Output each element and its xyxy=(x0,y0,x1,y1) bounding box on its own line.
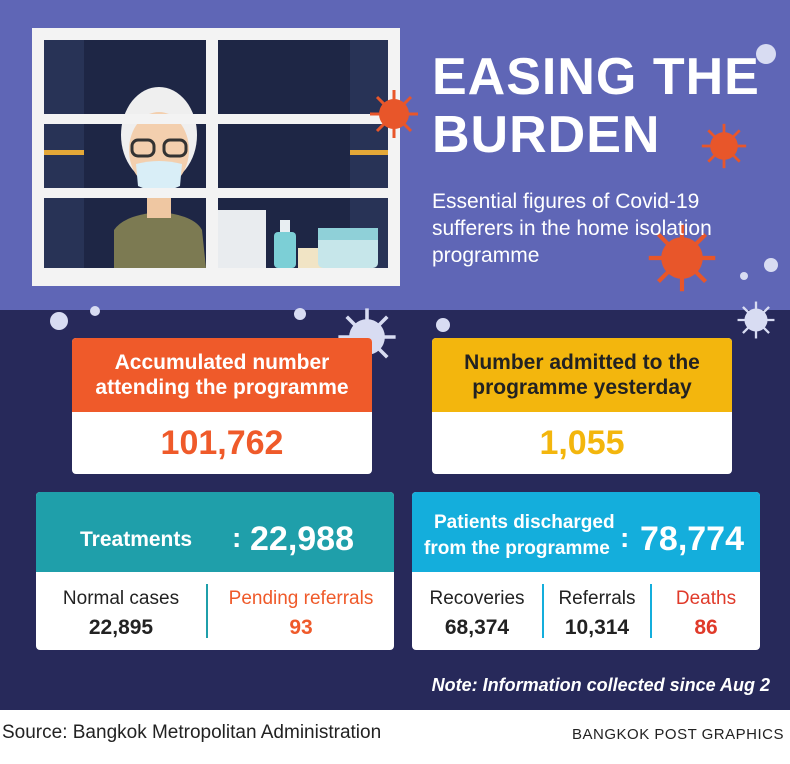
divider xyxy=(206,584,208,638)
decorative-dot xyxy=(740,272,748,280)
medical-supplies-illustration xyxy=(218,210,378,268)
source-text: Source: Bangkok Metropolitan Administrat… xyxy=(2,722,382,743)
treatments-separator: : xyxy=(232,522,242,553)
deaths-value: 86 xyxy=(694,616,718,639)
referrals-value: 10,314 xyxy=(564,616,630,639)
accumulated-value: 101,762 xyxy=(160,424,284,462)
virus-icon xyxy=(648,224,716,292)
credit-text: BANGKOK POST GRAPHICS xyxy=(572,726,784,743)
pending-referrals-value: 93 xyxy=(289,616,313,639)
discharged-label-line-2: from the programme xyxy=(424,538,610,559)
discharged-label-line-1: Patients discharged xyxy=(434,512,615,533)
title-line-1: EASING THE xyxy=(432,48,760,106)
page-title: EASING THE BURDEN xyxy=(432,48,772,164)
treatments-value: 22,988 xyxy=(250,520,354,558)
footer: Source: Bangkok Metropolitan Administrat… xyxy=(0,710,790,764)
decorative-dot xyxy=(50,312,68,330)
window-illustration xyxy=(32,28,400,286)
decorative-dot xyxy=(764,258,778,272)
discharged-value: 78,774 xyxy=(640,520,744,558)
decorative-dot xyxy=(756,44,776,64)
recoveries-value: 68,374 xyxy=(444,616,510,639)
elderly-person-illustration xyxy=(114,87,206,268)
referrals-label: Referrals xyxy=(558,588,636,609)
normal-cases-value: 22,895 xyxy=(88,616,154,639)
treatments-label: Treatments xyxy=(80,528,193,551)
treatments-card: Treatments : 22,988 Normal cases 22,895 … xyxy=(36,492,394,650)
footnote: Note: Information collected since Aug 2 xyxy=(431,675,770,695)
decorative-dot xyxy=(436,318,450,332)
title-line-2: BURDEN xyxy=(432,106,661,164)
divider xyxy=(542,584,544,638)
admitted-label: Number admitted to the programme yesterd… xyxy=(432,338,732,412)
pending-referrals-label: Pending referrals xyxy=(228,588,374,609)
virus-icon xyxy=(370,90,418,138)
discharged-card: Patients discharged from the programme :… xyxy=(412,492,760,650)
recoveries-label: Recoveries xyxy=(429,588,525,609)
divider xyxy=(650,584,652,638)
admitted-card: Number admitted to the programme yesterd… xyxy=(432,338,732,474)
accumulated-label: Accumulated number attending the program… xyxy=(72,338,372,412)
normal-cases-label: Normal cases xyxy=(62,588,180,609)
decorative-dot xyxy=(294,308,306,320)
deaths-label: Deaths xyxy=(675,588,737,609)
virus-icon xyxy=(737,301,775,339)
admitted-value: 1,055 xyxy=(539,424,625,462)
accumulated-card: Accumulated number attending the program… xyxy=(72,338,372,474)
discharged-separator: : xyxy=(620,522,630,553)
decorative-dot xyxy=(90,306,100,316)
header-panel: EASING THE BURDEN Essential figures of C… xyxy=(0,0,790,310)
virus-icon xyxy=(701,123,747,169)
page-subtitle: Essential figures of Covid-19 sufferers … xyxy=(432,190,712,267)
